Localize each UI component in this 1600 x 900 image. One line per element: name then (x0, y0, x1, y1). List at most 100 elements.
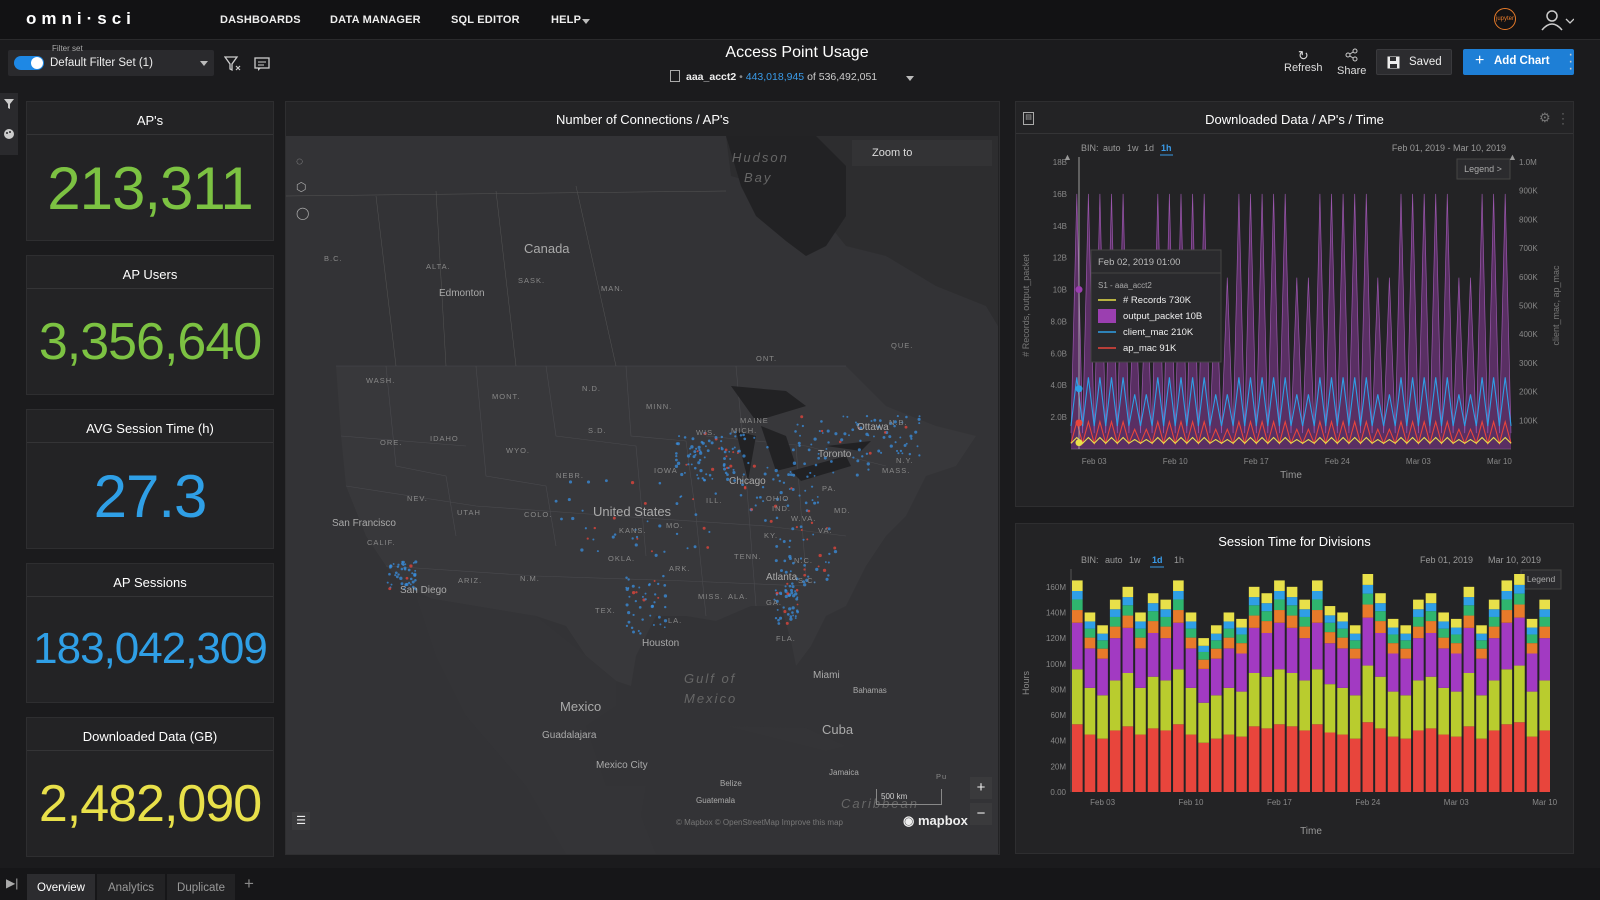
omnisci-logo[interactable]: omni·sci (26, 9, 136, 28)
line-chart-source-icon[interactable]: ▤ (1023, 112, 1034, 125)
bar-segment (1286, 586, 1298, 598)
y-tick: 160M (1046, 583, 1066, 592)
connection-point (774, 589, 777, 592)
bar-segment (1248, 627, 1260, 673)
kpi-value: 183,042,309 (33, 624, 268, 673)
jupyter-icon[interactable]: jupyter (1494, 8, 1516, 30)
filter-set-toggle[interactable] (14, 56, 44, 70)
connection-point (743, 485, 747, 489)
bar-segment (1526, 653, 1538, 692)
source-chevron-down-icon[interactable] (906, 76, 914, 81)
line-chart-settings-icon[interactable]: ⚙ (1539, 110, 1551, 125)
lasso-select-icon[interactable]: ◯ (296, 206, 310, 220)
x-axis-label: Time (1300, 826, 1322, 837)
mapbox-logo-text: mapbox (917, 813, 968, 828)
y-tick: 0.00 (1050, 788, 1066, 797)
add-tab-button[interactable]: + (244, 874, 254, 893)
zoom-out-button[interactable]: − (970, 803, 992, 825)
connection-point (797, 441, 801, 445)
bar-segment (1286, 597, 1298, 606)
connection-point (820, 420, 823, 423)
connection-point (697, 461, 701, 465)
bar-segment (1400, 695, 1412, 739)
filter-panel-icon[interactable] (3, 98, 15, 110)
connection-point (880, 451, 883, 454)
nav-sql-editor[interactable]: SQL EDITOR (451, 14, 520, 26)
connection-point (799, 434, 801, 437)
state-label: ALTA. (426, 262, 451, 271)
filter-chevron-down-icon (200, 61, 208, 66)
bar-segment (1236, 736, 1247, 792)
hover-marker (1075, 419, 1083, 427)
connection-point (795, 588, 799, 592)
map-legend-icon[interactable]: ☰ (292, 812, 310, 830)
bar-segment (1210, 640, 1222, 649)
connection-point (779, 538, 782, 541)
tab-duplicate[interactable]: Duplicate (167, 874, 235, 900)
connection-point (905, 442, 908, 445)
nav-dashboards[interactable]: DASHBOARDS (220, 14, 301, 26)
clear-filters-icon[interactable] (224, 55, 242, 73)
session-time-stacked-bar-chart[interactable]: BIN: auto 1w 1d 1h Feb 01, 2019 Mar 10, 2019 Le… (1016, 556, 1575, 854)
connection-point (878, 419, 882, 422)
annotation-icon[interactable] (254, 57, 270, 72)
bar-segment (1135, 637, 1146, 649)
tooltip-item: # Records 730K (1123, 295, 1192, 306)
tab-analytics[interactable]: Analytics (97, 874, 165, 900)
state-label: N.B. (889, 418, 908, 427)
connection-point (706, 546, 710, 549)
connection-point (394, 574, 397, 577)
saved-label: Saved (1409, 56, 1442, 68)
add-chart-button[interactable]: + Add Chart (1463, 49, 1574, 75)
mapbox-logo[interactable]: ◉ mapbox (903, 813, 968, 829)
connection-point (711, 467, 715, 471)
source-table-name[interactable]: aaa_acct2 (686, 71, 737, 83)
user-avatar-icon[interactable] (1540, 8, 1574, 32)
share-button[interactable]: Share (1337, 48, 1366, 77)
bar-segment (1413, 626, 1424, 639)
state-label: TEX. (595, 606, 616, 615)
water-label-mexico: Mexico (684, 691, 738, 706)
connection-point (883, 431, 887, 434)
bar-segment (1299, 680, 1310, 731)
nav-help[interactable]: HELP (551, 14, 582, 26)
connections-map[interactable]: Hudson Bay Gulf of Mexico Caribbean Cana… (286, 136, 998, 854)
collapse-tabs-icon[interactable]: ▶| (6, 876, 19, 890)
polygon-select-icon[interactable]: ⬡ (296, 180, 307, 194)
more-options-icon[interactable]: · · · (1568, 46, 1574, 77)
bar-segment (1173, 622, 1184, 670)
bar-segment (1425, 676, 1437, 729)
saved-button[interactable]: Saved (1376, 49, 1452, 75)
kpi-value: 3,356,640 (38, 313, 262, 371)
nav-data-manager[interactable]: DATA MANAGER (330, 14, 421, 26)
zoom-in-button[interactable]: + (970, 777, 992, 799)
connection-point (774, 468, 778, 473)
dashboard-title[interactable]: Access Point Usage (725, 44, 869, 61)
map-attribution[interactable]: © Mapbox © OpenStreetMap Improve this ma… (676, 818, 843, 827)
line-chart-more-icon[interactable]: · · · (1561, 106, 1565, 130)
bar-segment (1387, 627, 1399, 635)
connection-point (657, 582, 660, 586)
connection-point (773, 504, 778, 508)
connection-point (791, 448, 795, 452)
state-label: N.M. (520, 574, 540, 583)
bar-segment (1488, 616, 1500, 627)
connection-point (675, 452, 678, 455)
refresh-button[interactable]: ↻ Refresh (1284, 48, 1323, 74)
bar-segment (1375, 728, 1386, 792)
connection-point (630, 626, 634, 630)
tab-overview[interactable]: Overview (27, 874, 95, 900)
bar-segment (1501, 669, 1513, 725)
plus-icon: + (1475, 52, 1485, 69)
theme-palette-icon[interactable] (3, 128, 15, 140)
y-right-tick: 400K (1519, 330, 1538, 339)
filter-set-dropdown[interactable]: Filter set Default Filter Set (1) (8, 44, 214, 76)
connection-point (779, 569, 783, 573)
zoom-to-dropdown[interactable]: Zoom to (852, 140, 992, 166)
downloaded-data-line-chart[interactable]: BIN: auto 1w 1d 1h Feb 01, 2019 - Mar 10, 201… (1016, 134, 1575, 508)
circle-select-icon[interactable]: ◌ (296, 154, 304, 168)
connection-point (792, 473, 796, 477)
connection-point (632, 630, 635, 634)
left-rail (0, 93, 18, 155)
bar-segment (1084, 612, 1096, 622)
